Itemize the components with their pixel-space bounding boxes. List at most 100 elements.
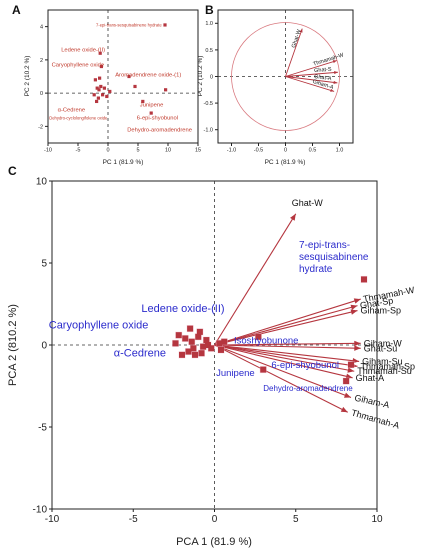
compound-label: α-Cedrene <box>58 107 86 113</box>
score-point <box>108 89 112 94</box>
panel-c-y-axis-label: PCA 2 (810.2 %) <box>7 304 19 386</box>
compound-label: Dehydro-cyclolongifolene oxide <box>49 116 108 121</box>
score-point <box>127 74 131 79</box>
x-tick-label: 0 <box>212 514 218 525</box>
compound-label: Ledene oxide-(II) <box>61 48 105 54</box>
y-tick-label: 2 <box>40 58 43 64</box>
score-point <box>203 337 210 344</box>
vector-label: Giham-Su <box>362 356 403 366</box>
y-tick-label: 0 <box>41 341 47 352</box>
panel-c-vectors: Ghat-WThmamah-WGhat-SpGiham-SpGiham-WGha… <box>214 198 416 431</box>
loading-vector <box>285 60 337 77</box>
score-point <box>208 345 215 352</box>
score-point <box>149 111 153 115</box>
panel-c-x-ticks: -10 -5 0 5 10 <box>45 509 383 525</box>
compound-label: Junipene <box>140 102 164 108</box>
annotation-line: 7-epi-trans- <box>299 240 350 251</box>
score-point <box>163 23 167 27</box>
score-point <box>182 335 189 342</box>
panel-a-frame <box>47 9 199 144</box>
score-point <box>105 94 109 99</box>
panel-c-y-ticks: -10 -5 0 5 10 <box>33 177 52 516</box>
score-point <box>218 346 224 353</box>
x-tick-label: 5 <box>293 514 299 525</box>
vector-label: Giham-A <box>354 393 391 410</box>
score-point <box>196 328 203 335</box>
y-tick-label: 0.5 <box>205 48 213 54</box>
compound-label: α-Cedrene <box>114 347 166 359</box>
vector-label: Giham-W <box>364 338 403 348</box>
score-point <box>221 338 228 345</box>
x-tick-label: 15 <box>195 148 201 154</box>
x-tick-label: -5 <box>76 148 81 154</box>
biplot-vector <box>214 340 361 347</box>
score-point <box>172 340 179 347</box>
panel-b-correlation-circle <box>231 22 340 131</box>
score-point <box>187 325 194 332</box>
score-point <box>343 378 350 385</box>
loading-vector <box>285 70 338 77</box>
score-point <box>179 351 185 358</box>
y-tick-label: 10 <box>36 177 48 188</box>
x-tick-label: -5 <box>129 514 138 525</box>
y-tick-label: 0 <box>40 91 43 97</box>
vector-label: Thmamah-A <box>350 408 400 431</box>
vector-label: Ghat-W <box>291 28 303 49</box>
compound-label: Caryophyllene oxide <box>49 320 149 332</box>
panel-a-y-axis-label: PC 2 (10.2 %) <box>24 56 31 97</box>
score-point <box>205 342 211 348</box>
y-tick-label: -10 <box>33 505 48 516</box>
score-point <box>195 333 202 340</box>
score-point <box>190 345 197 352</box>
panel-b-y-ticks: -1.0 -0.5 0 0.5 1.0 <box>204 21 218 134</box>
y-tick-label: -1.0 <box>204 128 213 134</box>
score-point <box>95 86 99 90</box>
panel-a-x-ticks: -10 -5 0 5 10 15 <box>44 143 201 154</box>
score-point <box>133 84 137 89</box>
score-point <box>101 93 105 97</box>
y-tick-label: 5 <box>41 259 47 270</box>
panel-label-a: A <box>12 3 21 17</box>
x-tick-label: 0.5 <box>309 148 317 154</box>
score-point <box>93 78 97 82</box>
score-point <box>192 351 198 358</box>
score-point <box>348 361 354 368</box>
compound-label: 6-epi-shyobunol <box>271 360 339 371</box>
compound-label: 7-epi-trans-sesquisabinene hydrate <box>96 23 162 28</box>
biplot-vector <box>214 309 358 346</box>
x-tick-label: -10 <box>45 514 60 525</box>
y-tick-label: 1.0 <box>205 21 213 27</box>
loading-vector <box>285 28 303 77</box>
score-point <box>92 93 96 97</box>
score-point <box>200 343 207 350</box>
panel-c-annotation: 7-epi-trans-sesquisabinene hydrate <box>299 240 369 275</box>
score-point <box>95 99 99 104</box>
compound-label: Dehydro-aromadendrene <box>127 127 192 133</box>
vector-label: Thmamah-Su <box>357 366 412 376</box>
panel-b-y-axis-label: PC 2 (10.2 %) <box>197 56 204 97</box>
vector-label: Ghat-Su <box>364 343 398 353</box>
vector-label: Ghat-W <box>292 198 324 208</box>
x-tick-label: 5 <box>136 148 139 154</box>
panel-b-x-ticks: -1.0 -0.5 0 0.5 1.0 <box>227 143 343 154</box>
panel-a-y-ticks: -2 0 2 4 <box>38 25 48 130</box>
vector-label: Giham-Sp <box>361 306 402 316</box>
score-point <box>164 88 168 92</box>
score-point <box>141 99 145 104</box>
biplot-vector <box>214 304 358 346</box>
score-point <box>96 96 100 100</box>
vector-label: Thmamah-W <box>313 52 346 68</box>
x-tick-label: -0.5 <box>254 148 263 154</box>
biplot-vector <box>214 344 355 373</box>
score-point <box>198 350 205 357</box>
panel-b-loading-plot: -1.0 -0.5 0 0.5 1.0 -1.0 -0.5 0 0.5 1.0 Ghat-W Th… <box>197 9 354 166</box>
vector-label: Ghat-S <box>314 67 332 74</box>
panel-b-x-axis-label: PC 1 (81.9 %) <box>265 159 306 166</box>
vector-label: Thmamah-Sp <box>361 361 416 371</box>
x-tick-label: 0 <box>284 148 287 154</box>
panel-c-points <box>172 275 368 385</box>
score-point <box>185 348 192 355</box>
score-point <box>98 76 102 80</box>
